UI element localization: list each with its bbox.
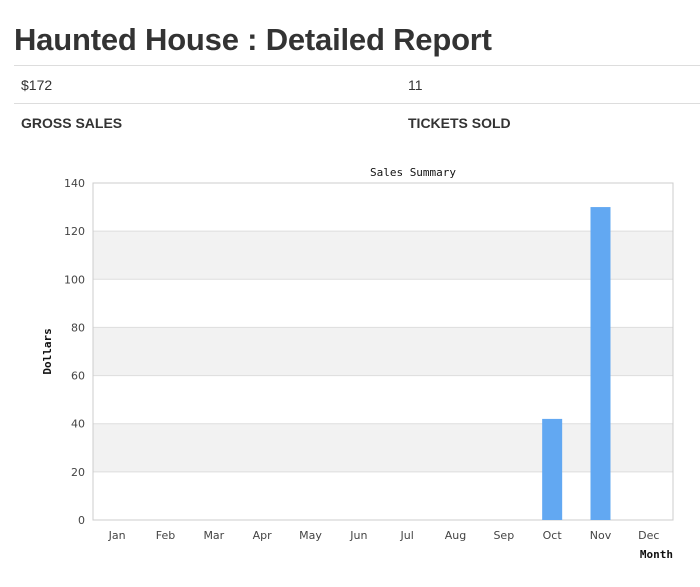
x-tick-label: Jul xyxy=(400,529,414,542)
x-tick-label: Aug xyxy=(445,529,466,542)
tickets-sold-value: 11 xyxy=(408,76,423,93)
y-axis-label: Dollars xyxy=(41,328,54,374)
grid-bands xyxy=(93,231,673,472)
y-tick-label: 80 xyxy=(71,321,85,334)
x-tick-label: Jun xyxy=(349,529,367,542)
summary-table: $172 11 GROSS SALES TICKETS SOLD xyxy=(14,65,700,141)
bar-nov xyxy=(590,207,611,521)
summary-labels-row: GROSS SALES TICKETS SOLD xyxy=(14,103,700,141)
x-axis-label: Month xyxy=(640,548,673,561)
gridlines xyxy=(93,182,673,521)
x-axis-ticks: Jan Feb Mar Apr May Jun Jul Aug Sep Oct Nov Dec xyxy=(108,529,660,542)
x-tick-label: May xyxy=(299,529,322,542)
x-tick-label: Sep xyxy=(493,529,514,542)
x-tick-label: Mar xyxy=(203,529,224,542)
x-tick-label: Oct xyxy=(543,529,563,542)
page-title: Haunted House : Detailed Report xyxy=(14,22,492,57)
x-tick-label: Feb xyxy=(156,529,175,542)
x-tick-label: Dec xyxy=(638,529,659,542)
bar-oct xyxy=(542,418,563,520)
y-axis-ticks: 0 20 40 60 80 100 120 140 xyxy=(64,177,85,527)
y-tick-label: 60 xyxy=(71,370,85,383)
summary-values-row: $172 11 xyxy=(14,65,700,103)
chart-title: Sales Summary xyxy=(370,166,456,179)
tickets-sold-label: TICKETS SOLD xyxy=(408,114,511,131)
grid-band xyxy=(93,231,673,280)
gross-sales-label: GROSS SALES xyxy=(21,114,123,131)
y-tick-label: 0 xyxy=(78,514,85,527)
y-tick-label: 100 xyxy=(64,273,85,286)
y-tick-label: 20 xyxy=(71,466,85,479)
y-tick-label: 120 xyxy=(64,225,85,238)
x-tick-label: Jan xyxy=(108,529,126,542)
grid-band xyxy=(93,423,673,472)
y-tick-label: 140 xyxy=(64,177,85,190)
plot-border xyxy=(92,182,674,521)
x-tick-label: Nov xyxy=(590,529,612,542)
bars xyxy=(542,207,611,521)
x-tick-label: Apr xyxy=(253,529,273,542)
y-tick-label: 40 xyxy=(71,418,85,431)
sales-summary-chart: 0 20 40 60 80 100 120 140 Jan Feb Mar Apr May Jun Jul… xyxy=(41,166,674,561)
gross-sales-value: $172 xyxy=(21,76,53,93)
grid-band xyxy=(93,327,673,376)
